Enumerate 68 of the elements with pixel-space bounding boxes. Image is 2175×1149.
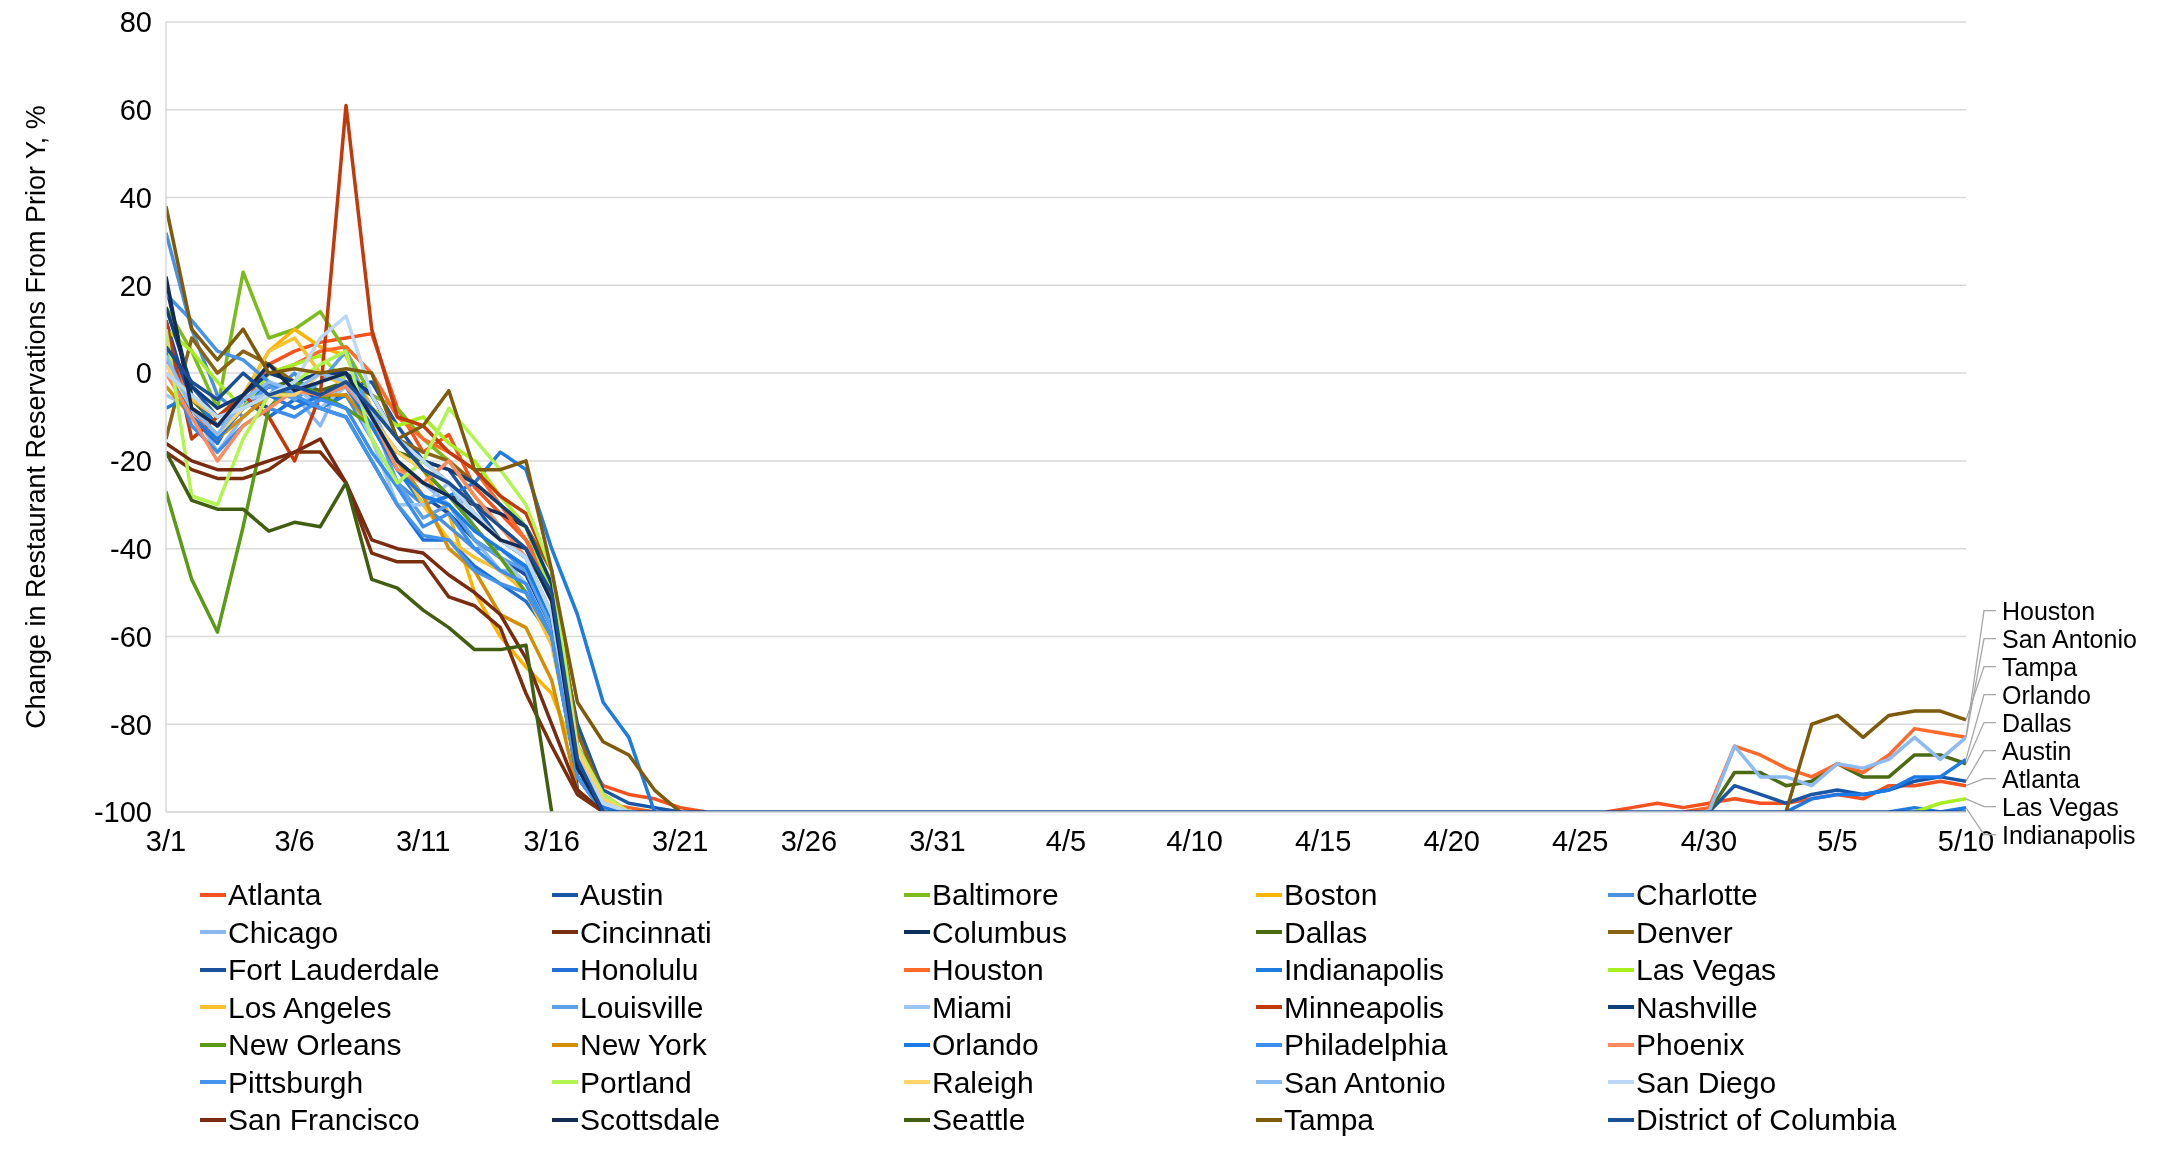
x-tick-label: 4/15: [1294, 824, 1352, 857]
annotation: Austin: [2002, 736, 2072, 765]
y-tick-label: -60: [110, 620, 152, 653]
legend-label: Cincinnati: [580, 914, 712, 951]
legend-label: Baltimore: [932, 877, 1059, 913]
legend-label: Dallas: [1284, 914, 1368, 951]
y-tick-label: -20: [110, 445, 152, 478]
legend-label: Los Angeles: [228, 989, 392, 1026]
x-tick-label: 4/5: [1045, 824, 1087, 857]
legend-label: Atlanta: [228, 877, 322, 913]
x-tick-label: 5/10: [1937, 824, 1995, 857]
y-tick-label: 20: [119, 269, 152, 302]
legend-label: Orlando: [932, 1027, 1039, 1063]
legend-label: Seattle: [932, 1102, 1026, 1138]
y-tick-label: 80: [119, 6, 152, 39]
x-tick-label: 3/26: [780, 824, 838, 857]
annotation: Indianapolis: [2002, 820, 2136, 849]
legend-label: Denver: [1636, 914, 1733, 951]
x-tick-label: 3/21: [652, 824, 709, 857]
x-tick-label: 4/25: [1552, 824, 1609, 857]
legend-label: Honolulu: [580, 952, 699, 988]
x-tick-label: 4/10: [1166, 824, 1223, 857]
legend-label: San Francisco: [228, 1102, 420, 1138]
legend-label: Indianapolis: [1284, 952, 1445, 988]
legend-label: Pittsburgh: [228, 1064, 364, 1101]
x-tick-label: 4/30: [1680, 824, 1738, 857]
legend-label: Portland: [580, 1064, 692, 1101]
annotation: Atlanta: [2002, 764, 2080, 793]
legend-label: Austin: [580, 877, 664, 913]
legend-label: Chicago: [228, 914, 339, 951]
x-tick-label: 3/11: [395, 824, 451, 857]
legend-label: Las Vegas: [1636, 952, 1777, 988]
y-axis-title: Change in Restaurant Reservations From Prior Y, %: [21, 105, 51, 729]
legend-label: Nashville: [1636, 989, 1758, 1026]
legend-label: New York: [580, 1027, 707, 1063]
legend-label: Houston: [932, 952, 1044, 988]
x-tick-label: 4/20: [1423, 824, 1480, 857]
legend-label: District of Columbia: [1636, 1102, 1897, 1138]
y-tick-label: 0: [135, 357, 152, 390]
legend-label: Miami: [932, 989, 1012, 1026]
legend-label: Philadelphia: [1284, 1027, 1448, 1063]
legend-label: Phoenix: [1636, 1027, 1745, 1063]
legend-label: Raleigh: [932, 1064, 1034, 1101]
x-tick-label: 3/31: [909, 824, 966, 857]
annotation: Dallas: [2002, 708, 2072, 737]
legend-label: San Antonio: [1284, 1064, 1446, 1101]
annotation: Tampa: [2002, 652, 2078, 681]
legend-label: Columbus: [932, 914, 1068, 951]
x-tick-label: 5/5: [1817, 824, 1858, 857]
legend-label: Charlotte: [1636, 877, 1758, 913]
legend-label: Fort Lauderdale: [228, 952, 440, 988]
legend-label: Minneapolis: [1284, 989, 1445, 1026]
legend-label: Boston: [1284, 877, 1378, 913]
legend-label: Louisville: [580, 989, 704, 1026]
y-tick-label: -80: [110, 708, 152, 741]
x-tick-label: 3/6: [274, 824, 315, 857]
legend-label: New Orleans: [228, 1027, 402, 1063]
annotation: San Antonio: [2002, 624, 2137, 653]
legend-label: Tampa: [1284, 1102, 1375, 1138]
y-tick-label: -40: [110, 532, 152, 565]
y-tick-label: 60: [119, 94, 152, 127]
legend-label: Scottsdale: [580, 1102, 721, 1138]
annotation: Orlando: [2002, 680, 2091, 709]
legend-label: San Diego: [1636, 1064, 1777, 1101]
annotation: Houston: [2002, 596, 2096, 625]
y-tick-label: 40: [119, 181, 152, 214]
x-tick-label: 3/16: [523, 824, 580, 857]
annotation: Las Vegas: [2002, 792, 2119, 821]
